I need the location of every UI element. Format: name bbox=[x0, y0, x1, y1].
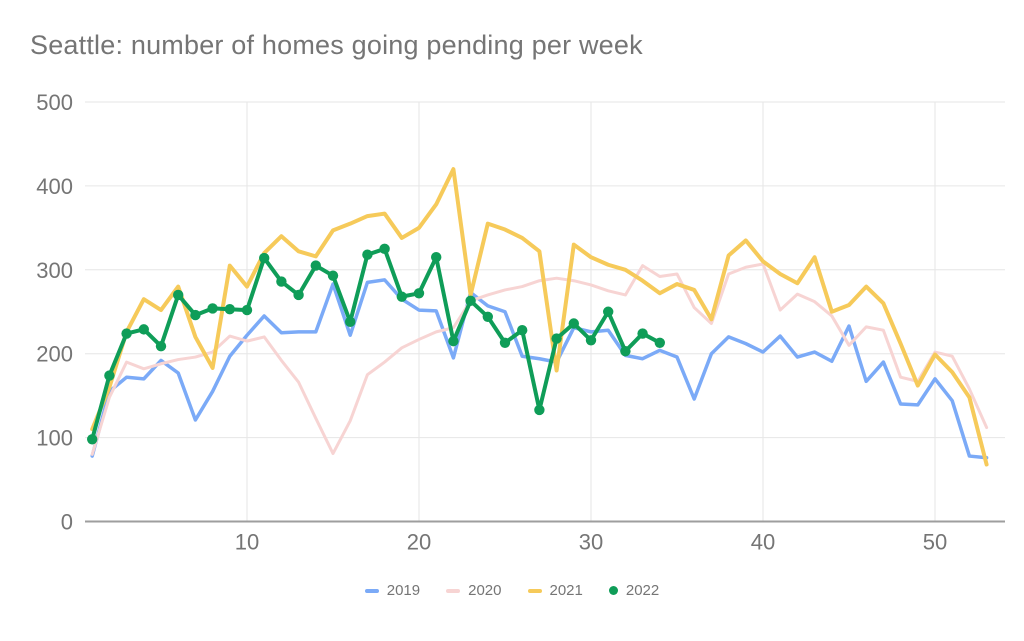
series-point-2022 bbox=[482, 311, 493, 322]
series-point-2022 bbox=[448, 335, 459, 347]
series-point-2022 bbox=[138, 324, 149, 335]
series-point-2022 bbox=[585, 335, 597, 346]
y-tick-label: 100 bbox=[36, 426, 73, 451]
legend-dot-swatch-2022 bbox=[608, 586, 618, 595]
series-line-2019 bbox=[90, 278, 989, 460]
series-point-2022 bbox=[345, 316, 356, 328]
y-tick-label: 500 bbox=[36, 90, 73, 115]
series-point-2022 bbox=[413, 288, 425, 299]
legend-label-2019: 2019 bbox=[386, 582, 421, 599]
series-point-2022 bbox=[603, 306, 614, 317]
series-point-2022 bbox=[276, 276, 287, 287]
series-point-2022 bbox=[259, 252, 270, 264]
series-point-2022 bbox=[87, 434, 98, 445]
series-point-2022 bbox=[517, 325, 528, 336]
legend-item-2020[interactable]: 2020 bbox=[446, 582, 502, 599]
series-point-2022 bbox=[620, 345, 631, 357]
series-point-2022 bbox=[568, 318, 579, 329]
series-point-2022 bbox=[654, 337, 665, 348]
x-tick-label: 20 bbox=[407, 530, 431, 555]
legend-item-2022[interactable]: 2022 bbox=[608, 582, 660, 599]
legend-item-2021[interactable]: 2021 bbox=[527, 582, 583, 599]
series-point-2022 bbox=[224, 304, 235, 315]
y-tick-label: 400 bbox=[36, 174, 73, 199]
legend-line-swatch-2019 bbox=[364, 588, 379, 593]
series-point-2022 bbox=[190, 309, 201, 321]
legend-label-2020: 2020 bbox=[468, 582, 502, 599]
series-point-2022 bbox=[362, 249, 373, 260]
legend: 2019 2020 2021 2022 bbox=[0, 582, 1024, 599]
y-tick-label: 300 bbox=[36, 258, 73, 283]
series-point-2022 bbox=[499, 337, 511, 348]
x-tick-label: 30 bbox=[579, 530, 603, 555]
series-point-2022 bbox=[207, 303, 218, 314]
series-point-2022 bbox=[241, 304, 253, 316]
legend-label-2022: 2022 bbox=[625, 582, 660, 599]
y-tick-label: 0 bbox=[61, 510, 73, 535]
series-point-2022 bbox=[551, 333, 562, 344]
x-tick-label: 50 bbox=[923, 530, 947, 555]
series-point-2022 bbox=[327, 270, 339, 281]
legend-label-2021: 2021 bbox=[549, 582, 583, 599]
series-point-2022 bbox=[121, 328, 132, 339]
series-point-2022 bbox=[310, 260, 321, 271]
series-point-2022 bbox=[396, 291, 407, 302]
series-point-2022 bbox=[104, 370, 115, 381]
series-point-2022 bbox=[534, 404, 545, 416]
series-line-2021 bbox=[90, 167, 989, 467]
legend-line-swatch-2020 bbox=[446, 588, 461, 593]
chart-title: Seattle: number of homes going pending p… bbox=[30, 30, 643, 60]
series-point-2022 bbox=[293, 289, 304, 301]
x-tick-label: 10 bbox=[235, 530, 259, 555]
series-point-2022 bbox=[431, 252, 442, 263]
series-point-2022 bbox=[465, 295, 476, 307]
series-point-2022 bbox=[155, 340, 167, 352]
y-tick-label: 200 bbox=[36, 342, 73, 367]
x-tick-label: 40 bbox=[751, 530, 775, 555]
series-point-2022 bbox=[379, 243, 390, 255]
legend-line-swatch-2021 bbox=[527, 588, 542, 593]
legend-item-2019[interactable]: 2019 bbox=[364, 582, 421, 599]
series-line-2020 bbox=[90, 262, 989, 456]
series-line-2022 bbox=[90, 246, 662, 442]
series-point-2022 bbox=[637, 328, 648, 339]
series-point-2022 bbox=[173, 289, 184, 301]
